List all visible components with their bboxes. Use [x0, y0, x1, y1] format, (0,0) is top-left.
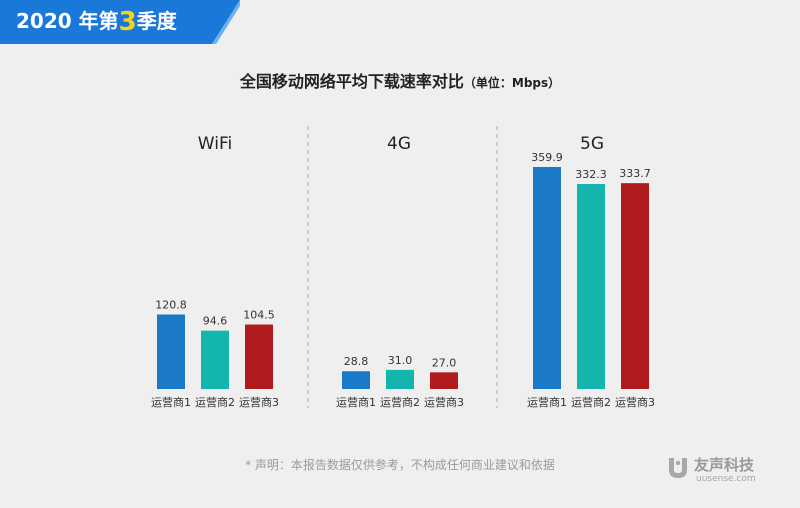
bar-5g-1 — [533, 167, 561, 389]
group-label-4g: 4G — [387, 134, 411, 154]
category-label-wifi-3: 运营商3 — [239, 395, 279, 409]
bar-5g-2 — [577, 184, 605, 389]
category-label-5g-1: 运营商1 — [527, 395, 567, 409]
banner-prefix: 2020 年第 — [16, 9, 119, 33]
banner-text: 2020 年第3季度 — [16, 7, 177, 36]
bar-5g-3 — [621, 183, 649, 389]
brand-name: 友声科技 — [694, 456, 755, 474]
value-label-wifi-3: 104.5 — [243, 309, 275, 322]
bar-wifi-3 — [245, 324, 273, 389]
category-label-4g-3: 运营商3 — [424, 395, 464, 409]
chart-title: 全国移动网络平均下载速率对比（单位：Mbps） — [0, 68, 800, 92]
value-label-wifi-1: 120.8 — [155, 298, 187, 311]
category-label-wifi-1: 运营商1 — [151, 395, 191, 409]
value-label-5g-3: 333.7 — [619, 167, 651, 180]
group-label-5g: 5G — [580, 134, 604, 154]
bar-4g-1 — [342, 371, 370, 389]
category-label-5g-3: 运营商3 — [615, 395, 655, 409]
chart-unit: （单位：Mbps） — [463, 76, 561, 90]
category-label-4g-1: 运营商1 — [336, 395, 376, 409]
banner-suffix: 季度 — [136, 9, 177, 33]
category-label-4g-2: 运营商2 — [380, 395, 420, 409]
value-label-wifi-2: 94.6 — [203, 315, 228, 328]
brand-logo-icon — [669, 458, 687, 478]
bar-4g-2 — [386, 369, 414, 389]
category-label-5g-2: 运营商2 — [571, 395, 611, 409]
banner-quarter-number: 3 — [118, 7, 137, 37]
group-label-wifi: WiFi — [198, 134, 232, 154]
bar-wifi-2 — [201, 330, 229, 389]
value-label-5g-2: 332.3 — [575, 168, 607, 181]
bar-4g-3 — [430, 372, 458, 389]
disclaimer-text: * 声明：本报告数据仅供参考，不构成任何商业建议和依据 — [245, 458, 555, 472]
category-label-wifi-2: 运营商2 — [195, 395, 235, 409]
value-label-4g-3: 27.0 — [432, 356, 457, 369]
value-label-4g-1: 28.8 — [344, 355, 369, 368]
brand-url: uusense.com — [696, 474, 756, 484]
quarter-banner: 2020 年第3季度 — [0, 0, 240, 44]
value-label-4g-2: 31.0 — [388, 354, 413, 367]
value-label-5g-1: 359.9 — [531, 151, 563, 164]
banner-background — [0, 0, 240, 44]
chart-title-text: 全国移动网络平均下载速率对比 — [239, 72, 464, 91]
brand-logo-block: 友声科技 uusense.com — [664, 452, 784, 486]
bar-wifi-1 — [157, 314, 185, 389]
